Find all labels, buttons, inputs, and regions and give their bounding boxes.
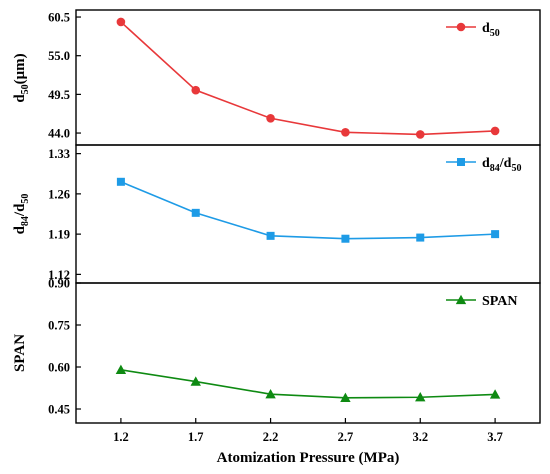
legend-marker (455, 294, 467, 305)
y-tick-label: 0.60 (48, 361, 70, 375)
data-point (116, 177, 125, 186)
data-point (191, 208, 200, 217)
data-point (341, 234, 350, 243)
x-tick-label: 3.7 (487, 430, 503, 444)
y-tick-label: 0.45 (48, 403, 70, 417)
y-tick-label: 1.19 (48, 228, 70, 242)
data-point (490, 126, 500, 136)
data-point (340, 392, 351, 402)
data-point (415, 392, 426, 402)
y-tick-label: 1.12 (48, 268, 70, 282)
series-line (120, 369, 496, 399)
data-point (266, 231, 275, 240)
panel-2-frame (75, 144, 541, 284)
data-point (115, 364, 127, 374)
y-tick-label: 0.75 (48, 319, 70, 333)
legend-label: d84/d50 (482, 156, 521, 174)
series-line (120, 181, 496, 240)
data-point (190, 376, 201, 386)
panel-2-ylabel: d84/d50 (12, 194, 31, 235)
data-point (415, 130, 425, 139)
panel-1-ylabel: d50(μm) (12, 53, 31, 102)
y-tick-label: 1.26 (48, 187, 70, 201)
x-axis-title: Atomization Pressure (MPa) (217, 450, 400, 466)
legend-marker (457, 158, 465, 166)
data-point (191, 85, 201, 95)
panel-3-frame (75, 282, 541, 424)
legend-label: SPAN (482, 294, 518, 309)
x-tick-label: 2.2 (263, 430, 279, 444)
data-point (489, 389, 501, 399)
y-tick-label: 1.33 (48, 147, 70, 161)
y-tick-label: 0.90 (48, 277, 70, 291)
panel-3-ylabel: SPAN (12, 334, 28, 372)
x-tick-label: 1.7 (188, 430, 204, 444)
x-tick-label: 1.2 (113, 430, 129, 444)
data-point (416, 233, 425, 242)
data-point (266, 113, 275, 123)
legend-label: d50 (482, 21, 500, 39)
series-line (120, 21, 496, 136)
x-tick-label: 2.7 (338, 430, 354, 444)
y-tick-label: 49.5 (48, 88, 70, 102)
data-point (265, 388, 276, 399)
y-tick-label: 55.0 (48, 49, 70, 63)
y-tick-label: 44.0 (48, 127, 70, 141)
x-tick-label: 3.2 (412, 430, 428, 444)
data-point (491, 230, 500, 239)
legend-marker (456, 22, 466, 32)
y-tick-label: 60.5 (48, 11, 70, 25)
data-point (116, 17, 126, 27)
data-point (341, 128, 350, 137)
